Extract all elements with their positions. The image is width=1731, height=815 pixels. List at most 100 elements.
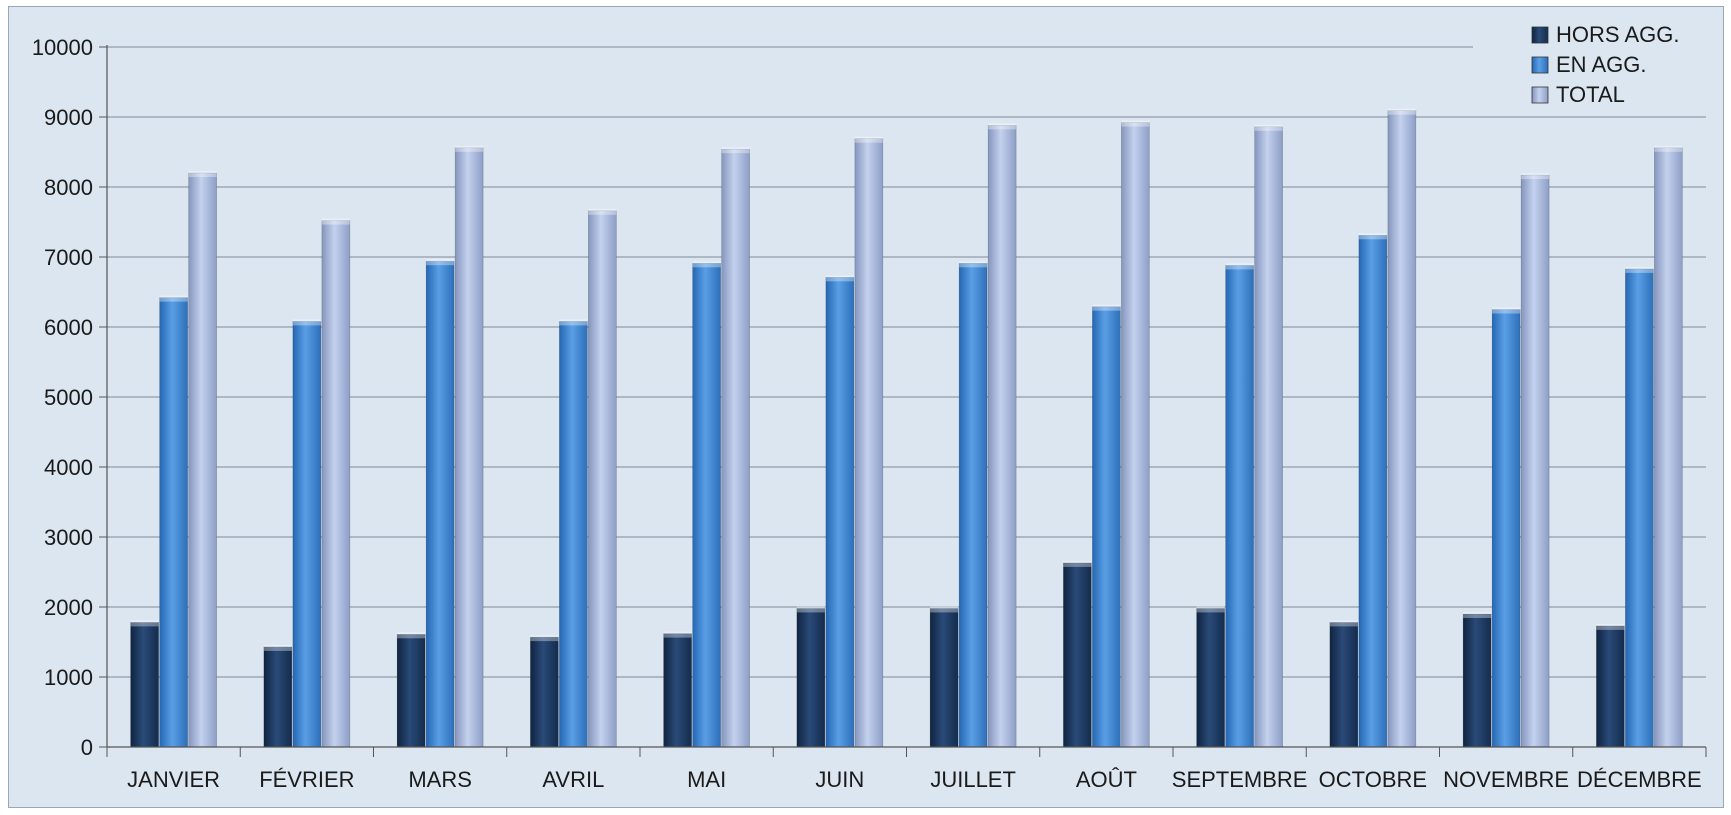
bar-cap: [1329, 620, 1358, 627]
bar: [396, 633, 426, 748]
y-tick-label: 8000: [44, 175, 93, 200]
bar: [530, 636, 559, 748]
bar: [958, 262, 988, 748]
bar-cap: [130, 620, 159, 627]
x-tick-label: MARS: [408, 767, 472, 792]
bar: [987, 125, 1017, 748]
bar: [292, 321, 322, 748]
y-tick-label: 2000: [44, 595, 93, 620]
bar-cap: [263, 644, 292, 651]
bar-cap: [1063, 560, 1092, 567]
bar: [130, 622, 159, 748]
legend-swatch: [1531, 56, 1549, 74]
bar: [663, 633, 692, 748]
bar-cap: [930, 606, 959, 613]
bar: [454, 147, 484, 748]
bar: [588, 210, 617, 748]
bars: [130, 108, 1683, 748]
bar-cap: [796, 606, 825, 613]
bar-cap: [1521, 173, 1550, 180]
bar: [1596, 625, 1625, 748]
bar: [854, 138, 884, 748]
bar: [263, 646, 293, 748]
bar-cap: [321, 218, 350, 225]
y-tick-label: 7000: [44, 245, 93, 270]
bar-cap: [426, 259, 455, 266]
bar: [1063, 562, 1092, 748]
bar: [929, 608, 959, 748]
x-tick-label: OCTOBRE: [1319, 767, 1427, 792]
x-tick-label: FÉVRIER: [259, 767, 354, 792]
bar: [1387, 110, 1417, 748]
bar-cap: [455, 145, 484, 152]
bar: [692, 262, 721, 748]
bar: [1358, 235, 1388, 748]
y-tick-label: 5000: [44, 385, 93, 410]
bar-cap: [530, 635, 559, 642]
bar-cap: [692, 261, 721, 268]
legend: HORS AGG. EN AGG. TOTAL: [1531, 22, 1679, 107]
bar: [1254, 126, 1283, 748]
bar: [1121, 122, 1150, 748]
bar: [1329, 622, 1359, 748]
x-tick-label: MAI: [687, 767, 726, 792]
bar-cap: [854, 136, 883, 143]
bar-cap: [159, 295, 188, 302]
bar: [1491, 309, 1521, 748]
gridlines: [107, 46, 1706, 678]
bar-cap: [1121, 120, 1150, 127]
x-tick-label: AOÛT: [1076, 767, 1137, 792]
bar: [1654, 147, 1683, 748]
bar-cap: [1225, 263, 1254, 270]
bar: [1520, 174, 1550, 748]
legend-swatch: [1531, 86, 1549, 104]
bar-cap: [988, 123, 1017, 130]
legend-label: HORS AGG.: [1556, 22, 1679, 47]
x-tick-label: NOVEMBRE: [1443, 767, 1569, 792]
legend-label: EN AGG.: [1556, 52, 1646, 77]
y-tick-label: 6000: [44, 315, 93, 340]
bar-cap: [1358, 233, 1387, 240]
bar: [1625, 268, 1654, 748]
legend-swatch: [1531, 26, 1549, 44]
x-tick-label: JANVIER: [127, 767, 220, 792]
x-axis-ticks: JANVIER FÉVRIER MARS AVRIL MAI JUIN JUILLET AOÛ…: [106, 747, 1707, 792]
x-tick-label: DÉCEMBRE: [1577, 767, 1702, 792]
bar-cap: [1596, 623, 1625, 630]
bar-cap: [397, 632, 426, 639]
bar: [559, 321, 588, 748]
bar: [188, 172, 217, 748]
y-tick-label: 9000: [44, 105, 93, 130]
bar: [825, 276, 855, 748]
bar-cap: [1092, 304, 1121, 311]
bar-cap: [1463, 612, 1492, 618]
x-tick-label: JUIN: [815, 767, 864, 792]
bar: [1196, 608, 1225, 748]
y-tick-label: 3000: [44, 525, 93, 550]
bar: [721, 148, 750, 748]
y-tick-label: 1000: [44, 665, 93, 690]
x-tick-label: SEPTEMBRE: [1172, 767, 1308, 792]
bar-cap: [292, 319, 321, 326]
bar-cap: [959, 261, 988, 268]
bar-cap: [1387, 108, 1416, 115]
bar-cap: [1625, 266, 1654, 273]
bar: [1462, 613, 1492, 748]
bar-cap: [1254, 124, 1283, 131]
bar-cap: [559, 319, 588, 326]
bar-cap: [825, 275, 854, 282]
bar-cap: [721, 147, 750, 154]
y-tick-label: 0: [81, 735, 93, 760]
bar-cap: [1654, 145, 1683, 152]
bar: [321, 220, 351, 748]
bar: [159, 297, 188, 748]
x-tick-label: JUILLET: [930, 767, 1016, 792]
bar: [1225, 265, 1254, 748]
bar: [796, 608, 826, 748]
y-tick-label: 10000: [32, 35, 93, 60]
bar: [1092, 306, 1121, 748]
bar: [425, 260, 455, 748]
x-tick-label: AVRIL: [542, 767, 604, 792]
bar-cap: [1196, 606, 1225, 613]
